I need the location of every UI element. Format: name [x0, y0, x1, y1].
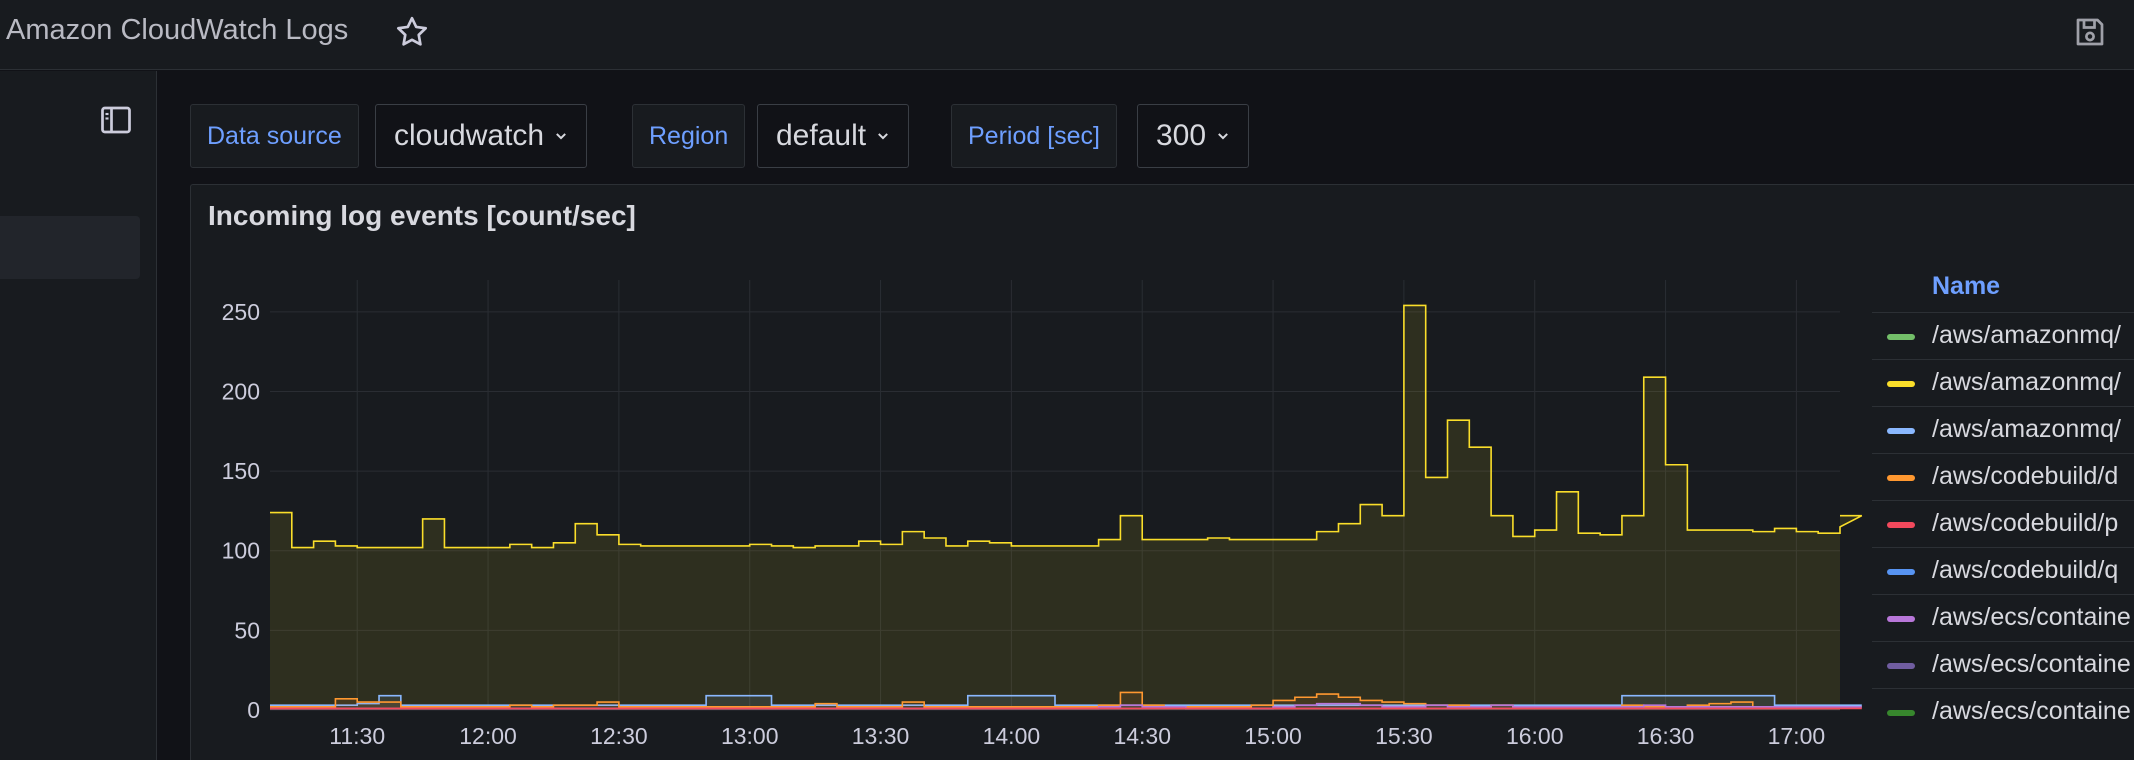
- chevron-down-icon: [1218, 133, 1228, 140]
- series-color-swatch: [1887, 334, 1915, 340]
- legend-row[interactable]: /aws/amazonmq/: [1872, 406, 2134, 453]
- x-tick-label: 14:30: [1113, 723, 1171, 749]
- series-color-swatch: [1887, 710, 1915, 716]
- y-tick-label: 200: [222, 378, 260, 404]
- region-variable-label: Region: [632, 104, 746, 168]
- x-tick-label: 12:30: [590, 723, 648, 749]
- legend-series-name: /aws/ecs/containe: [1932, 650, 2131, 678]
- star-icon[interactable]: [394, 14, 430, 50]
- legend-row[interactable]: /aws/codebuild/p: [1872, 500, 2134, 547]
- datasource-select[interactable]: cloudwatch: [375, 104, 588, 168]
- region-select[interactable]: default: [757, 104, 910, 168]
- series-area: [270, 305, 1862, 710]
- period-value: 300: [1156, 119, 1207, 152]
- legend-row[interactable]: /aws/ecs/containe: [1872, 594, 2134, 641]
- top-bar: Amazon CloudWatch Logs: [0, 0, 2134, 70]
- dock-sidebar-icon[interactable]: [98, 102, 134, 138]
- series-color-swatch: [1887, 381, 1915, 387]
- datasource-value: cloudwatch: [394, 119, 545, 152]
- legend-row[interactable]: /aws/amazonmq/: [1872, 359, 2134, 406]
- panel-title[interactable]: Incoming log events [count/sec]: [208, 200, 636, 231]
- legend-series-name: /aws/ecs/containe: [1932, 697, 2131, 725]
- x-tick-label: 13:00: [721, 723, 779, 749]
- x-tick-label: 13:30: [852, 723, 910, 749]
- legend-name-header[interactable]: Name: [1932, 272, 2001, 300]
- period-select[interactable]: 300: [1137, 104, 1250, 168]
- series-line: [270, 694, 1862, 707]
- sidebar-item-active[interactable]: [0, 216, 140, 279]
- legend-row[interactable]: /aws/amazonmq/: [1872, 312, 2134, 359]
- legend-series-name: /aws/amazonmq/: [1932, 368, 2121, 396]
- chart-area[interactable]: 0 50 100 150 200 250 11:30 12:00 12:30 13:00 13:30…: [190, 270, 1870, 760]
- legend-row[interactable]: /aws/ecs/containe: [1872, 641, 2134, 688]
- period-variable-label: Period [sec]: [951, 104, 1118, 168]
- chevron-down-icon: [878, 133, 888, 140]
- x-tick-label: 16:30: [1637, 723, 1695, 749]
- region-value: default: [776, 119, 867, 152]
- x-tick-label: 15:30: [1375, 723, 1433, 749]
- y-tick-label: 150: [222, 458, 260, 484]
- y-tick-label: 0: [247, 697, 260, 723]
- dashboard-title[interactable]: Amazon CloudWatch Logs: [6, 14, 349, 46]
- legend-table: Name /aws/amazonmq/ /aws/amazonmq/ /aws/am…: [1872, 270, 2134, 760]
- legend-series-name: /aws/codebuild/p: [1932, 509, 2119, 537]
- legend-series-name: /aws/ecs/containe: [1932, 603, 2131, 631]
- datasource-variable-label: Data source: [190, 104, 359, 168]
- x-tick-label: 17:00: [1768, 723, 1826, 749]
- legend-row[interactable]: /aws/codebuild/q: [1872, 547, 2134, 594]
- legend-row[interactable]: /aws/ecs/containe: [1872, 688, 2134, 735]
- side-nav: [0, 71, 157, 760]
- series-color-swatch: [1887, 663, 1915, 669]
- series-color-swatch: [1887, 475, 1915, 481]
- x-tick-label: 12:00: [459, 723, 517, 749]
- x-tick-label: 11:30: [329, 723, 385, 749]
- x-tick-label: 14:00: [983, 723, 1041, 749]
- x-tick-label: 16:00: [1506, 723, 1564, 749]
- chart-svg: 0 50 100 150 200 250 11:30 12:00 12:30 13:00 13:30…: [222, 280, 1863, 749]
- chevron-down-icon: [556, 133, 566, 140]
- series-color-swatch: [1887, 522, 1915, 528]
- legend-series-name: /aws/amazonmq/: [1932, 321, 2121, 349]
- timeseries-panel: [190, 184, 2134, 760]
- x-tick-label: 15:00: [1244, 723, 1302, 749]
- legend-series-name: /aws/codebuild/q: [1932, 556, 2119, 584]
- y-tick-label: 100: [222, 538, 260, 564]
- save-icon[interactable]: [2072, 14, 2108, 50]
- legend-row[interactable]: /aws/codebuild/d: [1872, 453, 2134, 500]
- y-tick-label: 250: [222, 299, 260, 325]
- series-color-swatch: [1887, 428, 1915, 434]
- y-tick-label: 50: [234, 617, 260, 643]
- legend-series-name: /aws/codebuild/d: [1932, 462, 2119, 490]
- legend-series-name: /aws/amazonmq/: [1932, 415, 2121, 443]
- series-color-swatch: [1887, 616, 1915, 622]
- series-line: [270, 304, 1863, 549]
- series-color-swatch: [1887, 569, 1915, 575]
